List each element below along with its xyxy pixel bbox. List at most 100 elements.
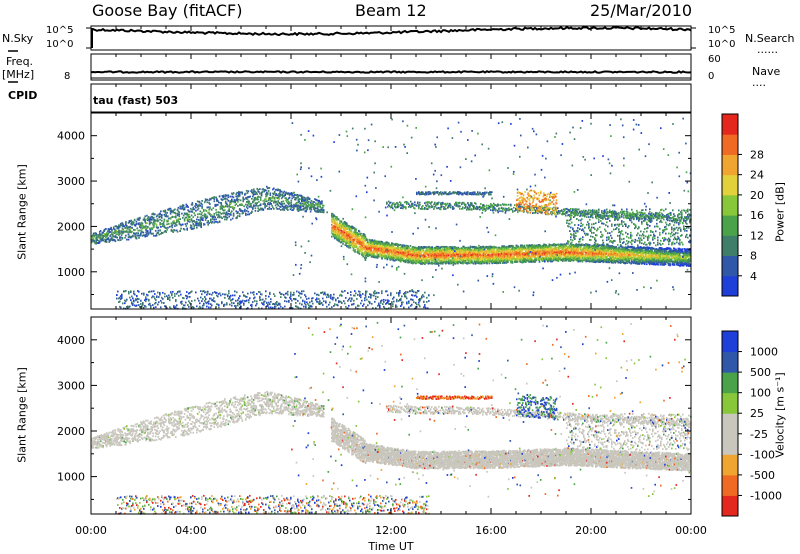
range-gate-cell — [301, 205, 304, 207]
range-gate-cell — [207, 211, 209, 214]
range-gate-cell — [498, 246, 500, 249]
range-gate-cell — [125, 223, 127, 226]
range-gate-cell — [203, 223, 205, 226]
range-gate-cell — [278, 195, 280, 198]
range-gate-cell — [268, 187, 271, 189]
range-gate-cell — [274, 194, 277, 197]
range-gate-cell — [178, 222, 181, 225]
range-gate-cell — [116, 226, 118, 228]
range-gate-cell — [263, 202, 265, 205]
range-gate-cell — [175, 215, 177, 218]
range-gate-cell — [177, 210, 180, 213]
range-gate-cell — [290, 201, 293, 204]
range-gate-cell — [109, 231, 111, 233]
range-gate-cell — [242, 196, 244, 199]
range-gate-cell — [319, 210, 321, 213]
range-gate-cell — [359, 235, 362, 238]
range-gate-cell — [358, 236, 360, 239]
range-gate-cell — [231, 193, 234, 196]
range-gate-cell — [162, 223, 165, 226]
range-gate-cell — [104, 235, 106, 238]
range-gate-cell — [148, 220, 151, 222]
range-gate-cell — [260, 193, 263, 195]
range-gate-cell — [385, 255, 388, 258]
range-gate-cell — [207, 223, 209, 226]
range-gate-cell — [280, 190, 282, 193]
range-gate-cell — [114, 240, 117, 243]
range-gate-cell — [214, 220, 216, 223]
range-gate-cell — [304, 210, 307, 213]
range-gate-cell — [175, 212, 177, 215]
range-gate-cell — [367, 252, 369, 255]
range-gate-cell — [201, 200, 203, 202]
range-gate-cell — [257, 207, 259, 210]
range-gate-cell — [358, 248, 361, 250]
range-gate-cell — [102, 239, 104, 242]
range-gate-cell — [334, 228, 336, 231]
range-gate-cell — [146, 227, 148, 230]
range-gate-cell — [138, 237, 140, 239]
range-gate-cell — [185, 225, 188, 227]
range-gate-cell — [220, 207, 223, 209]
range-gate-cell — [290, 205, 293, 208]
range-gate-cell — [101, 234, 104, 236]
range-gate-cell — [220, 203, 223, 206]
range-gate-cell — [127, 233, 130, 236]
range-gate-cell — [314, 206, 316, 209]
range-gate-cell — [290, 193, 293, 196]
range-gate-cell — [248, 213, 251, 216]
range-gate-cell — [179, 229, 181, 232]
range-gate-cell — [317, 211, 320, 213]
range-gate-cell — [439, 258, 441, 261]
range-gate-cell — [91, 235, 94, 238]
range-gate-cell — [269, 196, 272, 199]
range-gate-cell — [339, 229, 341, 231]
range-gate-cell — [291, 209, 293, 211]
range-gate-cell — [224, 206, 226, 208]
range-gate-cell — [203, 209, 205, 211]
range-gate-cell — [244, 193, 246, 195]
range-gate-cell — [111, 239, 113, 241]
range-gate-cell — [355, 244, 358, 247]
range-gate-cell — [403, 244, 406, 247]
range-gate-cell — [146, 235, 148, 238]
range-gate-cell — [305, 209, 307, 212]
range-gate-cell — [276, 203, 279, 205]
range-gate-cell — [257, 188, 259, 191]
range-gate-cell — [297, 199, 300, 202]
range-gate-cell — [415, 254, 417, 257]
range-gate-cell — [98, 233, 101, 235]
range-gate-cell — [299, 208, 301, 211]
range-gate-cell — [122, 228, 125, 231]
range-gate-cell — [97, 235, 99, 238]
range-gate-cell — [98, 231, 101, 233]
range-gate-cell — [365, 256, 368, 259]
range-gate-cell — [216, 214, 218, 216]
range-gate-cell — [332, 228, 335, 231]
range-gate-cell — [258, 196, 260, 198]
range-gate-cell — [298, 194, 300, 197]
range-gate-cell — [291, 197, 293, 200]
range-gate-cell — [349, 246, 352, 249]
range-gate-cell — [296, 196, 299, 199]
range-gate-cell — [361, 249, 364, 252]
range-gate-cell — [394, 251, 396, 254]
range-gate-cell — [241, 204, 244, 206]
range-gate-cell — [91, 240, 94, 242]
range-gate-cell — [223, 215, 225, 218]
range-gate-cell — [99, 230, 102, 232]
range-gate-cell — [148, 227, 151, 230]
range-gate-cell — [254, 202, 257, 205]
range-gate-cell — [172, 231, 174, 233]
range-gate-cell — [364, 243, 366, 246]
range-gate-cell — [168, 208, 170, 211]
range-gate-cell — [145, 231, 147, 234]
range-gate-cell — [225, 218, 228, 221]
range-gate-cell — [466, 251, 469, 253]
range-gate-cell — [350, 230, 353, 233]
range-gate-cell — [237, 205, 239, 207]
range-gate-cell — [322, 206, 324, 209]
range-gate-cell — [159, 212, 161, 215]
range-gate-cell — [170, 211, 173, 213]
range-gate-cell — [266, 187, 269, 190]
